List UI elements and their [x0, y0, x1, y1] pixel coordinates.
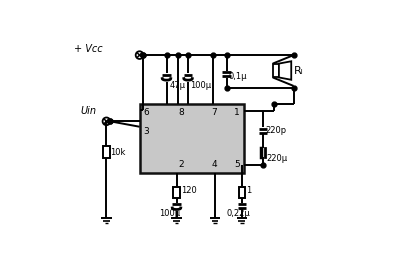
Text: 100μ: 100μ	[160, 209, 181, 218]
Bar	[239, 187, 245, 198]
Bar	[273, 64, 279, 77]
Text: Uin: Uin	[80, 106, 96, 116]
Polygon shape	[279, 61, 291, 80]
Text: 1: 1	[234, 108, 240, 117]
Text: 0,22μ: 0,22μ	[226, 209, 250, 218]
Text: 5: 5	[234, 160, 240, 169]
Text: 3: 3	[144, 127, 149, 136]
Text: 220μ: 220μ	[267, 154, 288, 163]
Text: 7: 7	[211, 108, 217, 117]
Text: 6: 6	[144, 108, 149, 117]
Bar	[140, 104, 244, 173]
Text: 100μ: 100μ	[190, 81, 212, 89]
Bar	[103, 146, 110, 158]
Text: Rₗ: Rₗ	[294, 66, 303, 75]
Text: 220p: 220p	[266, 126, 287, 135]
Text: 2: 2	[178, 160, 184, 169]
Text: 47μ: 47μ	[170, 81, 186, 89]
Text: + Vcc: + Vcc	[74, 44, 103, 54]
Text: 8: 8	[178, 108, 184, 117]
Bar	[174, 187, 180, 198]
Text: 10k: 10k	[110, 148, 126, 157]
Text: 0,1μ: 0,1μ	[229, 72, 247, 81]
Text: 4: 4	[211, 160, 217, 169]
Text: 120: 120	[181, 186, 197, 195]
Text: 1: 1	[246, 186, 251, 195]
